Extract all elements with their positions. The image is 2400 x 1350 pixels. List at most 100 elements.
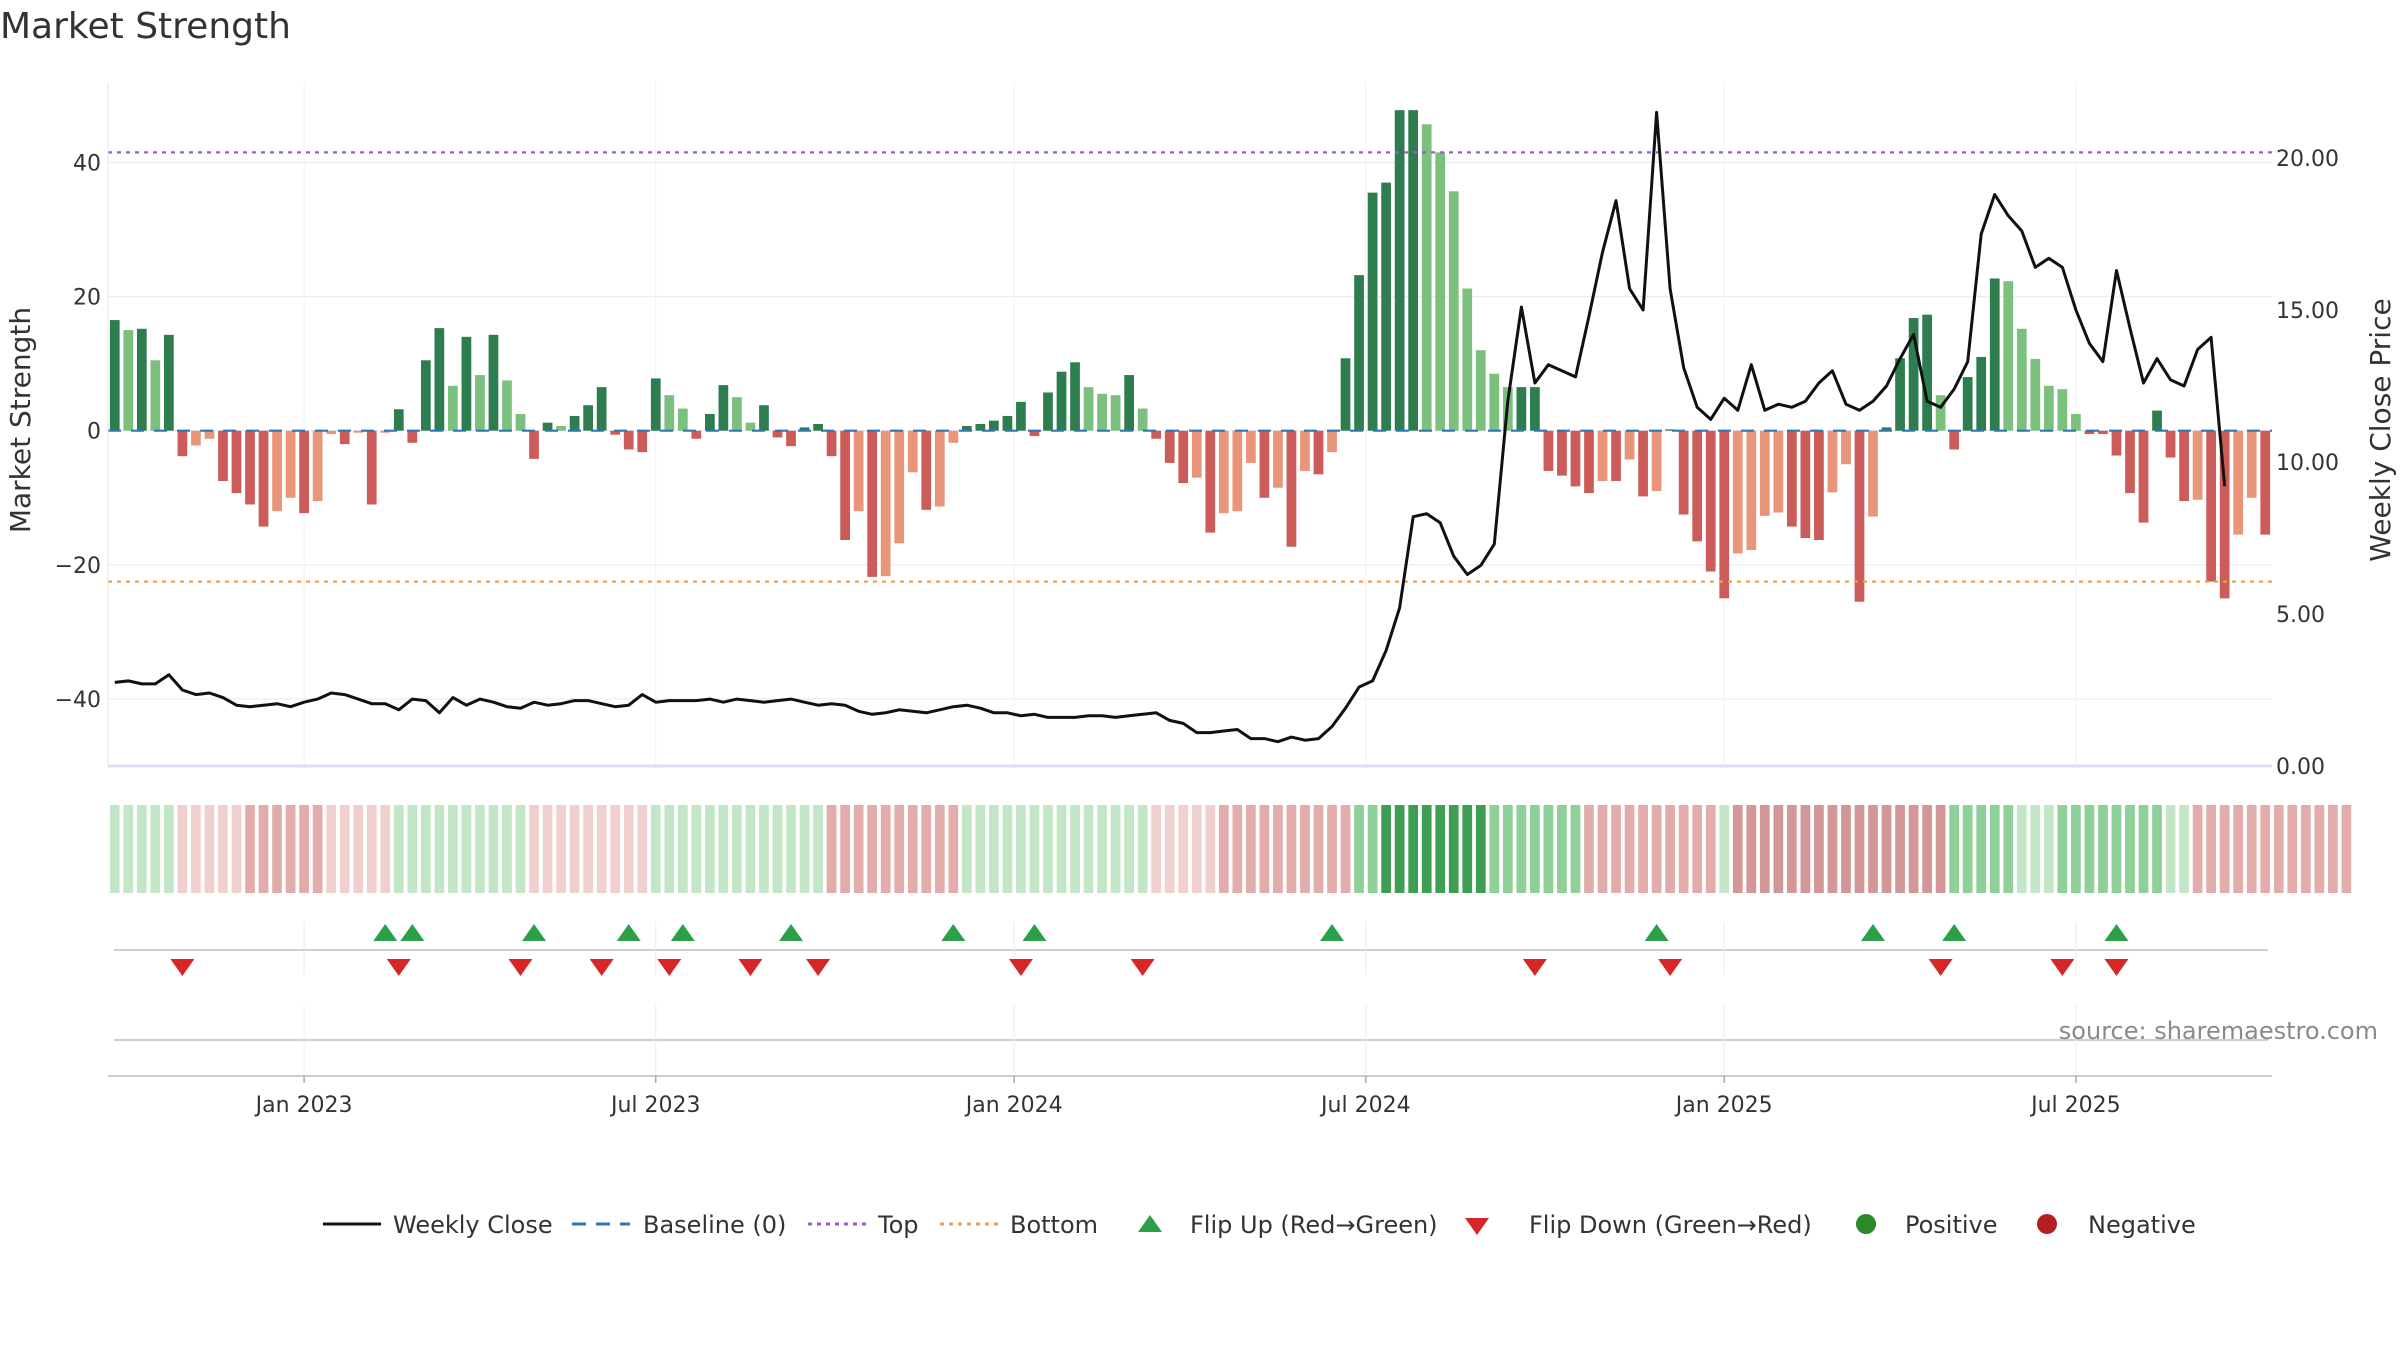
strip-cell	[1232, 805, 1243, 893]
strip-cell	[1300, 805, 1310, 893]
strip-cell	[799, 805, 810, 893]
legend-label-weekly-close: Weekly Close	[393, 1211, 553, 1239]
strength-bar	[1489, 373, 1500, 431]
flip-down-marker	[508, 959, 533, 976]
strip-cell	[2246, 805, 2257, 893]
strip-cell	[745, 805, 756, 893]
strip-cell	[1381, 805, 1391, 893]
strip-cell	[596, 805, 607, 893]
strip-cell	[1327, 805, 1337, 893]
strength-bar	[1854, 430, 1865, 602]
strip-cell	[975, 805, 986, 893]
strip-cell	[1773, 805, 1784, 893]
strip-cell	[461, 805, 472, 893]
strength-bar	[1448, 191, 1459, 431]
strip-cell	[772, 805, 783, 893]
strip-cell	[1394, 805, 1405, 893]
strength-bar	[1719, 430, 1730, 599]
strip-cell	[2003, 805, 2014, 893]
strip-cell	[448, 805, 458, 893]
strength-bar	[475, 375, 485, 431]
strength-bar	[1273, 430, 1283, 488]
strip-cell	[1935, 805, 1946, 893]
strength-bar	[1989, 278, 2000, 431]
strip-cell	[1746, 805, 1757, 893]
strip-cell	[961, 805, 972, 893]
strength-bar	[786, 430, 796, 447]
strip-cell	[1218, 805, 1229, 893]
legend-label-baseline: Baseline (0)	[643, 1211, 786, 1239]
strip-cell	[1245, 805, 1256, 893]
y-tick-right: 15.00	[2276, 299, 2339, 324]
axes: 40 20 0 −20 −40 20.00 15.00 10.00 5.00 0.00 Jan 20…	[55, 82, 2339, 1118]
strip-cell	[759, 805, 769, 893]
x-tick-label: Jan 2024	[964, 1093, 1063, 1118]
strength-bar	[2192, 430, 2203, 500]
strip-cell	[2273, 805, 2284, 893]
strength-bar	[1097, 393, 1107, 431]
strength-bar	[1881, 427, 1892, 431]
strength-bar	[2219, 430, 2230, 599]
strip-cell	[2300, 805, 2311, 893]
strip-cell	[502, 805, 512, 893]
strength-bar	[245, 430, 255, 505]
strip-cell	[894, 805, 905, 893]
x-tick-label: Jul 2024	[1319, 1093, 1411, 1118]
strength-bar	[732, 397, 742, 431]
strength-bar	[163, 334, 174, 431]
strength-bar	[2003, 281, 2014, 431]
strip-cell	[1759, 805, 1770, 893]
strip-cell	[2179, 805, 2189, 893]
y-tick-right: 20.00	[2276, 147, 2339, 172]
strength-bar	[1394, 110, 1405, 431]
grid-layer	[108, 82, 2272, 766]
strip-cell	[921, 805, 932, 893]
strength-bar	[1259, 430, 1270, 498]
strip-cell	[826, 805, 837, 893]
strip-cell	[1962, 805, 1973, 893]
y-tick-right: 5.00	[2276, 603, 2325, 628]
strength-bar	[1286, 430, 1297, 547]
strip-cell	[393, 805, 404, 893]
strip-cell	[1097, 805, 1107, 893]
strength-bar	[704, 413, 715, 431]
strip-cell	[1408, 805, 1419, 893]
strength-bar	[258, 430, 269, 527]
strength-bar	[1002, 415, 1013, 431]
strength-bar	[1841, 430, 1851, 465]
strength-bar	[840, 430, 850, 541]
legend-marker-negative	[2037, 1214, 2057, 1234]
strength-bar	[2233, 430, 2244, 535]
strength-bar	[894, 430, 905, 544]
strength-bar	[718, 385, 729, 431]
strip-cell	[732, 805, 742, 893]
strip-cell	[109, 805, 120, 893]
strength-bar	[1016, 401, 1026, 431]
strength-bar	[1773, 430, 1784, 513]
x-tick-label: Jul 2023	[609, 1093, 701, 1118]
strip-cell	[258, 805, 269, 893]
y-axis-right-label: Weekly Close Price	[2364, 298, 2397, 561]
y-tick-right: 0.00	[2276, 755, 2325, 780]
strip-cell	[1124, 805, 1135, 893]
flip-down-marker	[1658, 959, 1683, 976]
strip-cell	[1502, 805, 1513, 893]
strength-bar	[515, 413, 526, 431]
strength-bar	[934, 430, 945, 507]
y-tick-left: 40	[73, 151, 101, 176]
legend-label-top: Top	[877, 1211, 919, 1239]
strip-cell	[2287, 805, 2298, 893]
strength-bar	[677, 408, 688, 431]
legend-marker-flip-down	[1465, 1218, 1489, 1235]
strip-cell	[840, 805, 850, 893]
strength-bar	[867, 430, 878, 577]
strip-cell	[191, 805, 201, 893]
strip-cell	[1624, 805, 1635, 893]
strength-bar	[664, 395, 675, 431]
strip-cell	[989, 805, 999, 893]
legend-label-flip-up: Flip Up (Red→Green)	[1190, 1211, 1438, 1239]
strength-bar	[2084, 430, 2095, 435]
strength-bar	[488, 334, 499, 431]
strip-cell	[1029, 805, 1040, 893]
